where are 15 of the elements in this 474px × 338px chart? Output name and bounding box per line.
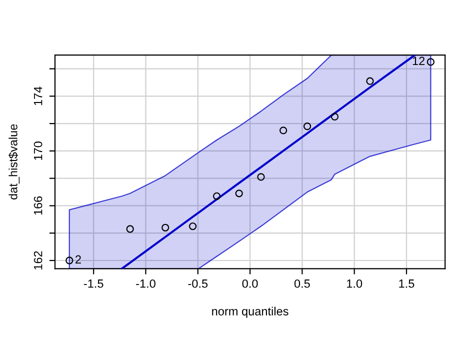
x-tick-label: 1.0 [347,279,362,288]
x-tick-label: -1.5 [84,280,104,288]
y-tick-label: 170 [34,142,42,160]
y-tick-label: 166 [34,196,42,215]
y-axis-title: dat_hist$value [8,124,20,200]
x-tick-label: 1.5 [399,280,414,288]
y-tick-label: 162 [34,251,42,270]
annotation: 2 [76,255,81,264]
annotation: 12 [412,56,425,65]
x-tick-label: 0.5 [294,279,310,288]
x-tick-label: 0.0 [242,279,258,288]
x-tick-label: -0.5 [188,279,208,288]
y-tick-label: 174 [34,86,42,106]
x-tick-label: -1.0 [136,279,156,288]
x-axis-title: norm quantiles [212,306,288,318]
